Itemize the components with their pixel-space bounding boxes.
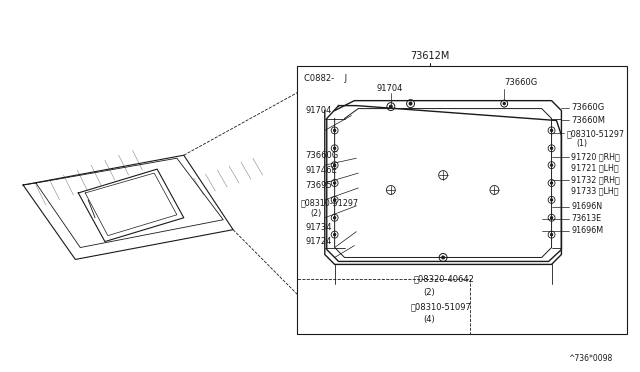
Text: 91720 〈RH〉: 91720 〈RH〉: [572, 153, 620, 162]
Circle shape: [333, 129, 336, 132]
Text: 73660M: 73660M: [572, 116, 605, 125]
Text: 73660G: 73660G: [572, 103, 605, 112]
Text: 91746E: 91746E: [305, 166, 337, 174]
Text: Ⓝ08310-51297: Ⓝ08310-51297: [300, 198, 358, 207]
Circle shape: [333, 234, 336, 236]
Text: 73660G: 73660G: [504, 78, 538, 87]
Circle shape: [409, 102, 412, 105]
Text: (1): (1): [576, 139, 588, 148]
Text: 73660G: 73660G: [305, 151, 339, 160]
Text: C0882-    J: C0882- J: [304, 74, 348, 83]
Circle shape: [333, 182, 336, 184]
Text: 91724: 91724: [305, 237, 332, 246]
Text: 91734: 91734: [305, 223, 332, 232]
Circle shape: [550, 147, 553, 150]
Text: 91732 〈RH〉: 91732 〈RH〉: [572, 176, 620, 185]
Circle shape: [333, 199, 336, 201]
Text: ^736*0098: ^736*0098: [568, 354, 612, 363]
Text: 91721 〈LH〉: 91721 〈LH〉: [572, 164, 619, 173]
Circle shape: [333, 217, 336, 219]
Circle shape: [550, 234, 553, 236]
Text: 73613E: 73613E: [572, 214, 602, 223]
Text: 91696M: 91696M: [572, 226, 604, 235]
Text: 91696N: 91696N: [572, 202, 602, 211]
Text: 91704: 91704: [305, 106, 332, 115]
Text: 73612M: 73612M: [411, 51, 450, 61]
Text: (2): (2): [424, 288, 435, 297]
Text: Ⓝ08310-51097: Ⓝ08310-51097: [411, 302, 472, 312]
Circle shape: [550, 129, 553, 132]
Bar: [297, 279, 470, 334]
Text: Ⓝ08310-51297: Ⓝ08310-51297: [566, 129, 625, 138]
Bar: [297, 66, 627, 334]
Circle shape: [550, 199, 553, 201]
Circle shape: [389, 105, 392, 108]
Text: Ⓝ08320-40642: Ⓝ08320-40642: [413, 275, 474, 284]
Circle shape: [550, 217, 553, 219]
Circle shape: [503, 102, 506, 105]
Text: 91704: 91704: [376, 84, 403, 93]
Text: (4): (4): [424, 315, 435, 324]
Circle shape: [550, 182, 553, 184]
Text: 91733 〈LH〉: 91733 〈LH〉: [572, 186, 619, 195]
Circle shape: [333, 164, 336, 166]
Text: (2): (2): [310, 209, 321, 218]
Circle shape: [550, 164, 553, 166]
Circle shape: [442, 256, 445, 259]
Text: 73695: 73695: [305, 180, 332, 189]
Circle shape: [333, 147, 336, 150]
